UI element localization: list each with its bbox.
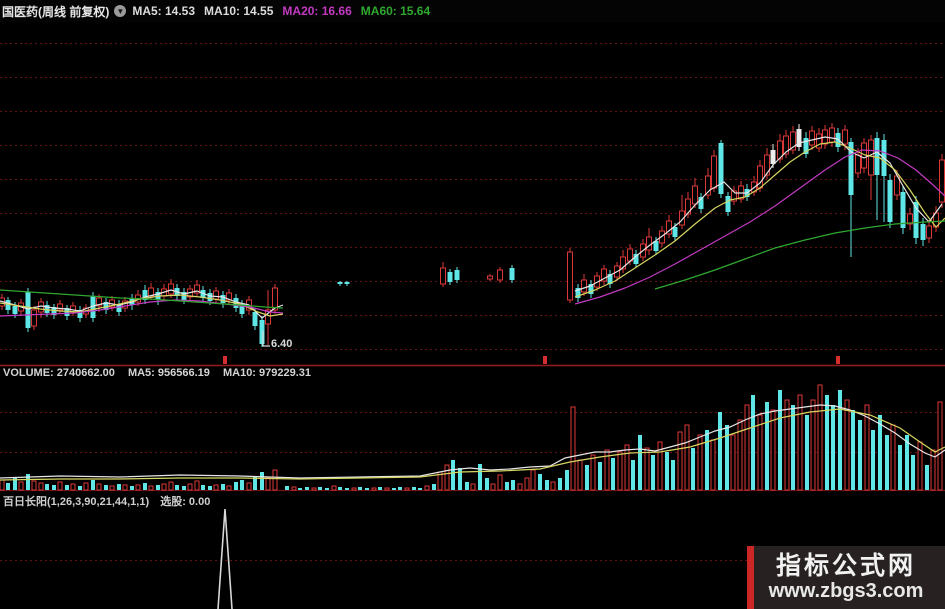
select-signal-spike xyxy=(217,508,233,609)
price-MA20 xyxy=(0,299,284,317)
overlay-toggle-icon[interactable]: ▾ xyxy=(114,5,127,17)
low-callout-bracket xyxy=(262,331,270,347)
ma10-readout: MA10: 14.55 xyxy=(204,4,274,18)
candlestick-layer[interactable] xyxy=(0,123,945,347)
watermark-site-url: www.zbgs3.com xyxy=(768,579,924,602)
volume-readout-row: VOLUME: 2740662.00 MA5: 956566.19 MA10: … xyxy=(3,367,321,379)
volume-bars-layer[interactable] xyxy=(0,384,943,491)
vol-VOL-MA5 xyxy=(0,404,945,479)
indicator-readout-row: 百日长阳(1,26,3,90,21,44,1,1) 选股: 0.00 xyxy=(3,493,218,509)
event-marker-layer[interactable] xyxy=(223,356,840,364)
price-MA60 xyxy=(0,289,284,309)
price-MA10 xyxy=(574,141,945,298)
watermark-red-stripe xyxy=(747,546,754,609)
price-ma-lines-layer xyxy=(0,136,945,319)
indicator-name[interactable]: 百日长阳(1,26,3,90,21,44,1,1) xyxy=(3,496,150,508)
price-MA60 xyxy=(654,220,945,290)
volume-ma5-value: MA5: 956566.19 xyxy=(127,367,210,379)
price-MA10 xyxy=(0,294,284,317)
volume-ma10-value: MA10: 979229.31 xyxy=(222,367,312,379)
price-MA20 xyxy=(574,149,945,305)
watermark-text: 指标公式网 www.zbgs3.com xyxy=(747,553,945,603)
low-price-callout: 6.40 xyxy=(271,338,293,350)
ma20-readout: MA20: 16.66 xyxy=(282,4,352,18)
indicator-select-value: 选股: 0.00 xyxy=(160,496,211,508)
indicator-spike-layer[interactable] xyxy=(217,508,233,609)
title-bar: 国医药(周线 前复权) ▾ MA5: 14.53 MA10: 14.55 MA2… xyxy=(0,0,945,22)
price-MA5 xyxy=(574,136,943,292)
watermark-site-name: 指标公式网 xyxy=(775,551,916,580)
watermark-box: 指标公式网 www.zbgs3.com xyxy=(747,546,945,609)
vol-VOL-MA10 xyxy=(0,408,945,481)
price-MA5 xyxy=(0,289,284,319)
gridlines-layer xyxy=(0,43,945,561)
ma60-readout: MA60: 15.64 xyxy=(360,4,431,18)
volume-ma-lines-layer xyxy=(0,404,945,481)
stock-title: 国医药(周线 前复权) xyxy=(2,4,110,19)
ma5-readout: MA5: 14.53 xyxy=(132,4,196,18)
volume-value: VOLUME: 2740662.00 xyxy=(3,367,115,379)
